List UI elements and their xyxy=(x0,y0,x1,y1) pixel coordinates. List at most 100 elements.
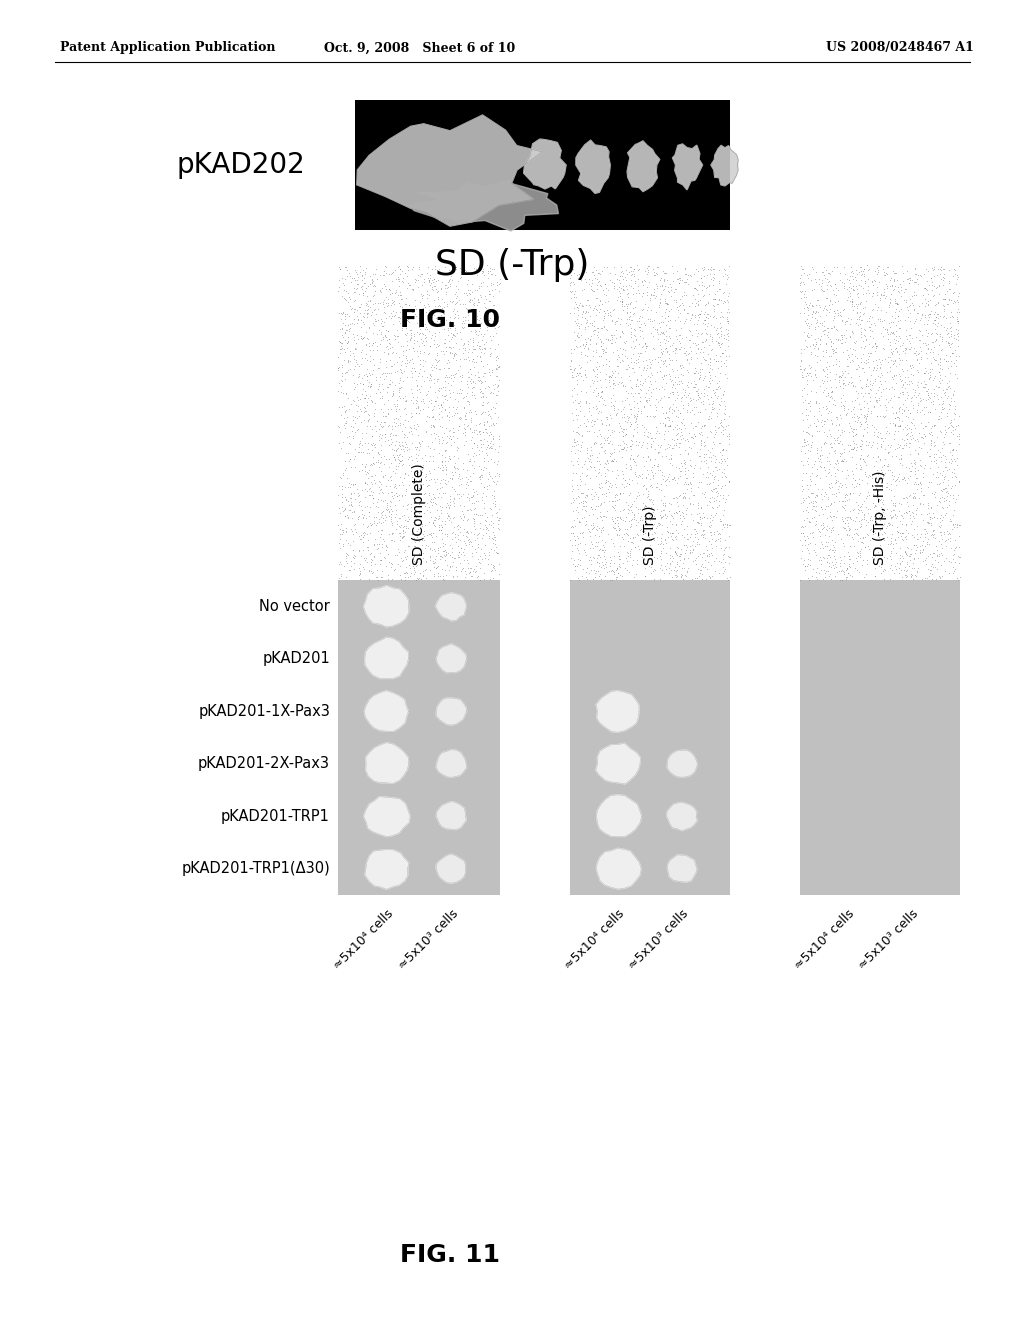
Point xyxy=(446,446,463,467)
Point xyxy=(852,516,868,537)
Point xyxy=(621,494,637,515)
Point xyxy=(938,308,954,329)
Point xyxy=(337,401,353,422)
Point xyxy=(824,393,841,414)
Point xyxy=(923,392,939,413)
Point xyxy=(411,310,427,331)
Point xyxy=(913,541,930,562)
Point xyxy=(578,513,594,535)
Point xyxy=(585,503,601,524)
Point xyxy=(582,467,598,488)
Point xyxy=(642,366,658,387)
Point xyxy=(671,500,687,521)
Point xyxy=(365,294,381,315)
Point xyxy=(611,265,628,286)
Point xyxy=(909,302,926,323)
Point xyxy=(709,293,725,314)
Point xyxy=(399,330,416,351)
Point xyxy=(377,465,393,486)
Point xyxy=(484,528,501,549)
Point xyxy=(372,543,388,564)
Point xyxy=(611,519,628,540)
Point xyxy=(891,492,907,513)
Point xyxy=(622,256,638,277)
Point xyxy=(572,389,589,411)
Point xyxy=(695,367,712,388)
Point xyxy=(880,323,896,345)
Point xyxy=(610,545,627,566)
Point xyxy=(938,480,954,502)
Point xyxy=(393,271,410,292)
Point xyxy=(453,521,469,543)
Point xyxy=(835,300,851,321)
Point xyxy=(618,454,635,475)
Point xyxy=(482,405,499,426)
Point xyxy=(816,380,833,401)
Point xyxy=(623,257,639,279)
Point xyxy=(647,416,664,437)
Point xyxy=(568,309,585,330)
Point xyxy=(592,502,608,523)
Point xyxy=(950,255,967,276)
Point xyxy=(477,418,494,440)
Point xyxy=(837,397,853,418)
Point xyxy=(437,545,454,566)
Point xyxy=(860,445,877,466)
Point xyxy=(349,486,366,507)
Point xyxy=(693,301,710,322)
Point xyxy=(857,290,873,312)
Point xyxy=(797,515,813,536)
Point xyxy=(477,442,494,463)
Point xyxy=(862,371,879,392)
Point xyxy=(670,523,686,544)
Point xyxy=(860,383,877,404)
Point xyxy=(842,483,858,504)
Point xyxy=(415,391,431,412)
Point xyxy=(853,347,869,368)
Point xyxy=(665,528,681,549)
Point xyxy=(941,458,957,479)
Point xyxy=(908,535,925,556)
Point xyxy=(468,491,484,512)
Point xyxy=(844,290,860,312)
Point xyxy=(338,319,354,341)
Point xyxy=(794,367,810,388)
Point xyxy=(693,338,710,359)
Point xyxy=(474,441,490,462)
Point xyxy=(365,301,381,322)
Point xyxy=(563,364,580,385)
Point xyxy=(637,495,653,516)
Point xyxy=(583,313,599,334)
Point xyxy=(939,459,955,480)
Point xyxy=(934,339,950,360)
Point xyxy=(926,444,942,465)
Point xyxy=(374,374,390,395)
Point xyxy=(869,483,886,504)
Point xyxy=(906,379,923,400)
Point xyxy=(924,331,940,352)
Point xyxy=(360,484,377,506)
Point xyxy=(609,279,626,300)
Point xyxy=(406,490,422,511)
Point xyxy=(336,348,352,370)
Point xyxy=(866,523,883,544)
Point xyxy=(803,341,819,362)
Point xyxy=(413,520,429,541)
Point xyxy=(668,397,684,418)
Point xyxy=(434,397,451,418)
Point xyxy=(373,478,389,499)
Point xyxy=(822,264,839,285)
Point xyxy=(705,465,721,486)
Point xyxy=(854,554,870,576)
Point xyxy=(815,457,831,478)
Point xyxy=(636,545,652,566)
Point xyxy=(848,418,864,440)
Point xyxy=(346,379,362,400)
Point xyxy=(660,416,677,437)
Point xyxy=(600,280,616,301)
Point xyxy=(456,417,472,438)
Point xyxy=(927,557,943,578)
Point xyxy=(603,474,620,495)
Point xyxy=(692,401,709,422)
Point xyxy=(587,267,603,288)
